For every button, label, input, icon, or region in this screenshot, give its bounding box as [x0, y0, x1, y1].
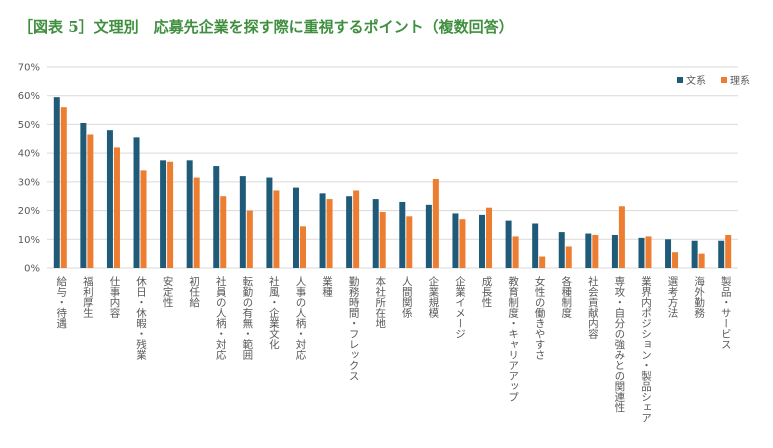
- bar: [425, 204, 432, 268]
- x-tick-label: 社会貢献内容: [587, 275, 599, 340]
- bar: [479, 214, 486, 268]
- bar: [167, 161, 174, 268]
- bar: [80, 122, 87, 268]
- bar: [292, 187, 299, 268]
- bar: [585, 233, 592, 268]
- bar: [698, 253, 705, 268]
- bar: [512, 236, 519, 268]
- x-tick-label: 教育制度・キャリアアップ: [507, 275, 519, 402]
- bar: [592, 234, 599, 268]
- bar: [399, 201, 406, 268]
- y-tick-label: 30%: [18, 177, 40, 188]
- x-tick-label: 社風・企業文化: [268, 275, 280, 350]
- bar: [106, 130, 113, 268]
- x-tick-label: 海外勤務: [693, 275, 705, 319]
- bar: [539, 256, 546, 268]
- bar: [691, 240, 698, 268]
- bar: [353, 190, 360, 268]
- bar: [725, 234, 732, 268]
- y-tick-label: 40%: [18, 149, 40, 160]
- legend-swatch: [721, 77, 727, 83]
- x-tick-label: 休日・休暇・残業: [135, 276, 147, 361]
- bar: [665, 239, 672, 268]
- bar: [672, 252, 679, 268]
- x-tick-label: 専攻・自分の強みとの関連性: [613, 276, 625, 413]
- x-tick-label: 安定性: [162, 275, 174, 308]
- x-tick-label: 選考方法: [667, 275, 679, 319]
- bar: [406, 216, 413, 268]
- bar: [53, 97, 60, 269]
- x-tick-label: 企業規模: [427, 275, 439, 319]
- bar: [326, 199, 333, 268]
- bar: [239, 176, 246, 268]
- bar: [346, 196, 353, 268]
- bar: [266, 177, 273, 268]
- x-tick-label: 製品・サービス: [720, 275, 732, 349]
- bar: [113, 147, 120, 268]
- x-tick-label: 人間関係: [401, 276, 413, 319]
- bar: [558, 232, 565, 268]
- bar: [60, 107, 67, 268]
- bar: [246, 210, 253, 268]
- y-tick-label: 50%: [18, 120, 40, 131]
- x-tick-label: 成長性: [481, 276, 493, 308]
- bar: [299, 226, 306, 268]
- bar: [87, 134, 94, 268]
- bar: [432, 178, 439, 268]
- y-tick-label: 70%: [18, 63, 40, 74]
- x-tick-label: 各種制度: [560, 275, 572, 319]
- bar: [186, 160, 193, 268]
- bar: [638, 237, 645, 268]
- legend-label: 文系: [686, 74, 706, 87]
- x-tick-label: 女性の働きやすさ: [534, 275, 546, 360]
- bar: [565, 246, 572, 268]
- bar: [718, 240, 725, 268]
- bar: [220, 196, 227, 268]
- x-tick-label: 本社所在地: [374, 275, 386, 328]
- x-tick-label: 初任給: [188, 275, 200, 308]
- y-tick-label: 0%: [24, 264, 40, 275]
- x-tick-label: 人事の人柄・対応: [294, 276, 306, 360]
- bar: [160, 160, 167, 268]
- x-tick-label: 勤務時間・フレックス: [348, 275, 360, 381]
- x-tick-label: 社員の人柄・対応: [215, 275, 227, 360]
- x-tick-label: 業界内ポジション・製品シェア: [640, 275, 652, 423]
- bar: [273, 190, 280, 268]
- legend-swatch: [677, 77, 683, 83]
- bar: [532, 223, 539, 268]
- bar: [486, 207, 493, 268]
- x-tick-label: 企業イメージ: [454, 275, 466, 339]
- y-tick-label: 10%: [18, 235, 40, 246]
- bar: [611, 234, 618, 268]
- y-tick-label: 20%: [18, 206, 40, 217]
- x-tick-label: 転勤の有無・範囲: [241, 276, 253, 361]
- y-tick-label: 60%: [18, 91, 40, 102]
- bar: [379, 212, 386, 268]
- bar: [618, 206, 625, 268]
- bar: [372, 199, 379, 268]
- bar: [452, 213, 459, 268]
- x-tick-label: 給与・待遇: [55, 275, 67, 329]
- x-tick-label: 仕事内容: [108, 275, 120, 319]
- bar: [213, 166, 220, 268]
- x-tick-label: 業種: [321, 275, 333, 298]
- bar: [140, 170, 147, 268]
- bar: [319, 193, 326, 268]
- x-tick-label: 福利厚生: [82, 275, 94, 318]
- bar: [645, 236, 652, 268]
- bar: [505, 220, 512, 268]
- chart-title: ［図表 5］文理別 応募先企業を探す際に重視するポイント（複数回答）: [18, 18, 514, 36]
- bar: [193, 177, 200, 268]
- bar: [459, 219, 466, 268]
- legend-label: 理系: [730, 75, 750, 87]
- bar: [133, 137, 140, 268]
